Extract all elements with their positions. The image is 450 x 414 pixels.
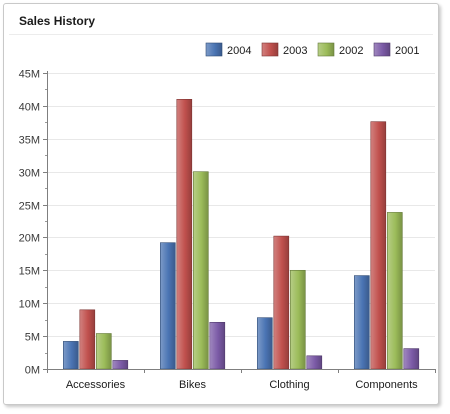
bar-clothing-2003 <box>273 235 290 370</box>
y-tick-label: 15M <box>19 266 40 278</box>
legend-swatch-2003 <box>261 42 279 57</box>
legend-label-2004: 2004 <box>227 45 251 57</box>
y-tick-label: 0M <box>25 365 40 377</box>
x-tick-label: Components <box>355 379 418 391</box>
bar-clothing-2004 <box>256 317 273 370</box>
bar-bikes-2001 <box>209 321 226 370</box>
bar-bikes-2002 <box>193 171 209 370</box>
bar-bikes-2004 <box>160 242 176 370</box>
legend-swatch-2004 <box>205 42 223 57</box>
y-tick-label: 20M <box>19 233 40 245</box>
bar-accessories-2001 <box>112 360 129 370</box>
y-tick-label: 30M <box>19 168 40 180</box>
x-tick-label: Bikes <box>179 379 206 391</box>
title-divider <box>9 34 433 35</box>
bar-bikes-2003 <box>176 99 193 370</box>
y-tick-label: 40M <box>19 102 40 114</box>
bar-accessories-2004 <box>62 341 79 370</box>
y-tick-label: 5M <box>25 332 40 344</box>
y-tick-label: 25M <box>19 201 40 213</box>
legend-label-2001: 2001 <box>395 45 419 57</box>
bar-accessories-2002 <box>96 333 112 370</box>
bar-clothing-2001 <box>306 355 323 370</box>
bar-components-2001 <box>403 348 420 370</box>
bar-components-2003 <box>370 121 387 370</box>
bar-components-2004 <box>353 275 370 370</box>
legend-swatch-2002 <box>317 42 335 57</box>
bar-accessories-2003 <box>79 309 96 370</box>
x-tick-label: Clothing <box>269 379 309 391</box>
y-tick-label: 35M <box>19 135 40 147</box>
x-tick-label: Accessories <box>66 379 126 391</box>
y-tick-label: 10M <box>19 299 40 311</box>
legend-label-2003: 2003 <box>283 45 307 57</box>
bar-components-2002 <box>386 212 403 370</box>
chart-title: Sales History <box>19 14 96 28</box>
legend-swatch-2001 <box>373 42 391 57</box>
legend-label-2002: 2002 <box>339 45 363 57</box>
bar-clothing-2002 <box>289 269 306 370</box>
y-tick-label: 45M <box>19 69 40 81</box>
